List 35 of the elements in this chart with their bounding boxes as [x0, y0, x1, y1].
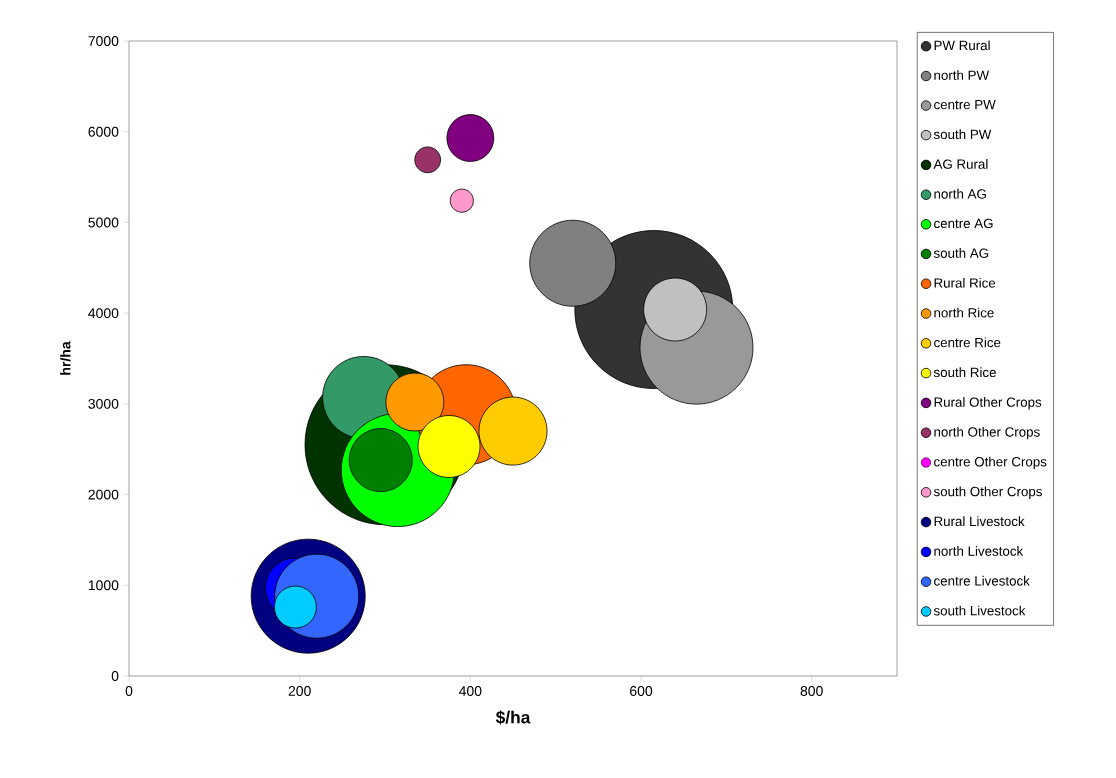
legend-label: south Rice	[933, 367, 996, 378]
legend-label: north Rice	[934, 307, 994, 318]
legend-label: south AG	[933, 248, 989, 258]
legend-label: PW Rural	[934, 40, 990, 51]
legend-label: centre AG	[934, 218, 993, 229]
y-axis-title: hr/ha	[60, 341, 71, 375]
x-tick-label: 0	[125, 686, 133, 696]
legend-label: centre Livestock	[934, 575, 1030, 586]
y-tick-label: 6000	[88, 126, 119, 137]
x-axis-title: $/ha	[495, 710, 531, 725]
y-tick-label: 1000	[88, 580, 119, 591]
legend-label: centre Other Crops	[934, 456, 1047, 470]
y-tick-label: 2000	[88, 489, 119, 500]
legend-label: Rural Rice	[934, 277, 996, 288]
x-tick-label: 400	[458, 686, 482, 696]
y-tick-label: 0	[111, 671, 119, 681]
legend-label: north AG	[934, 188, 986, 199]
y-tick-label: 3000	[88, 398, 119, 409]
legend-label: north Livestock	[934, 546, 1024, 556]
legend-label: centre PW	[934, 99, 996, 110]
y-tick-label: 5000	[88, 217, 119, 228]
y-tick-label: 4000	[88, 308, 119, 319]
legend-label: Rural Other Crops	[934, 397, 1042, 410]
legend-label: south Livestock	[933, 605, 1026, 616]
x-tick-label: 600	[630, 686, 653, 696]
legend-label: south Other Crops	[933, 486, 1042, 499]
x-tick-label: 200	[288, 686, 311, 696]
y-tick-label: 7000	[88, 36, 119, 46]
legend-label: north PW	[934, 70, 990, 80]
legend-label: north Other Crops	[934, 426, 1040, 440]
x-tick-label: 800	[800, 686, 823, 696]
legend-label: Rural Livestock	[934, 516, 1025, 527]
legend-label: centre Rice	[934, 337, 1001, 348]
legend-label: AG Rural	[933, 159, 988, 169]
legend-label: south PW	[933, 129, 992, 140]
